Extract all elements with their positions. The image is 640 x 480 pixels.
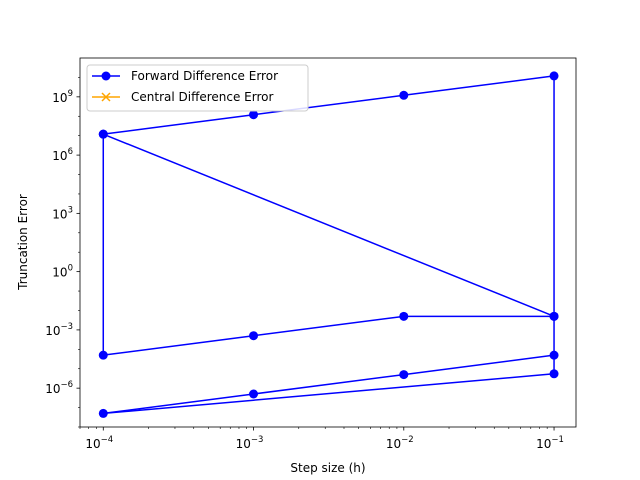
y-axis-label: Truncation Error bbox=[16, 194, 30, 291]
series-0-point-2 bbox=[399, 90, 409, 100]
plot-area bbox=[80, 58, 576, 427]
series-0-point-8 bbox=[399, 311, 409, 321]
series-0-point-13 bbox=[399, 370, 409, 380]
legend-forward-marker bbox=[101, 71, 111, 81]
series-0-point-5 bbox=[98, 129, 108, 139]
series-0-line-segment-4 bbox=[103, 315, 555, 356]
legend-frame bbox=[86, 64, 309, 112]
legend-forward-label: Forward Difference Error bbox=[131, 69, 278, 83]
series-0-point-14 bbox=[549, 350, 559, 360]
legend-central-marker bbox=[101, 92, 111, 102]
series-0-line-segment-6 bbox=[103, 373, 555, 415]
series-0-point-10 bbox=[549, 369, 559, 379]
series-layer bbox=[98, 71, 559, 418]
series-0-point-1 bbox=[249, 110, 259, 120]
series-0-line-segment-7 bbox=[103, 354, 555, 415]
series-0-point-12 bbox=[249, 389, 259, 399]
legend-central-label: Central Difference Error bbox=[131, 90, 274, 104]
series-0-point-3 bbox=[549, 71, 559, 81]
legend: Forward Difference Error Central Differe… bbox=[86, 64, 309, 112]
series-0-point-7 bbox=[249, 331, 259, 341]
series-0-point-6 bbox=[98, 350, 108, 360]
x-axis-label: Step size (h) bbox=[290, 461, 365, 475]
series-0-point-9 bbox=[549, 311, 559, 321]
series-0-line-segment-0 bbox=[103, 75, 555, 135]
series-0-point-11 bbox=[98, 408, 108, 418]
plot-frame bbox=[79, 57, 577, 428]
series-0-line-segment-2 bbox=[102, 133, 555, 318]
